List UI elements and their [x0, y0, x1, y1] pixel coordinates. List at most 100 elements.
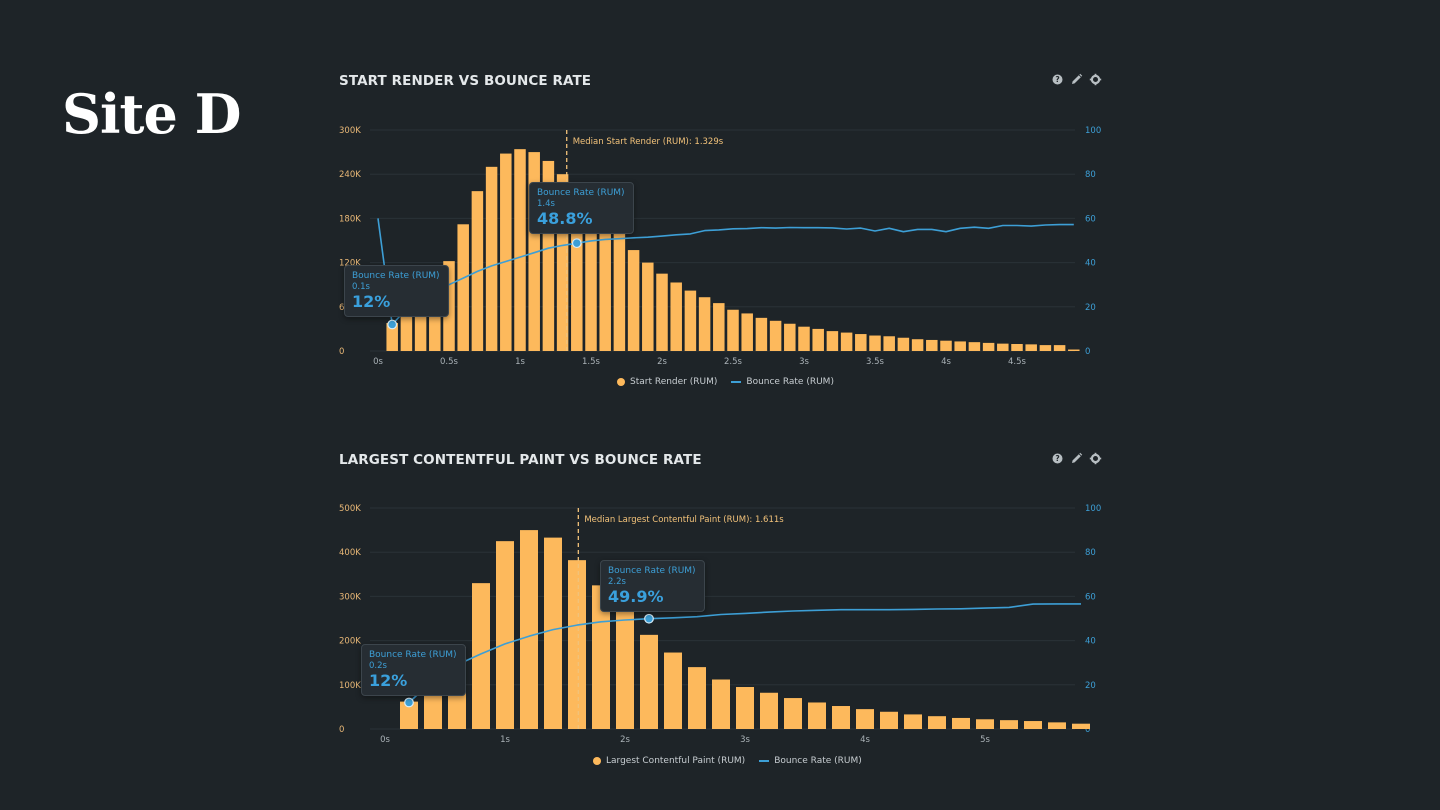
chart-legend: Start Render (RUM) Bounce Rate (RUM): [617, 377, 834, 387]
bar[interactable]: [400, 312, 413, 351]
bar[interactable]: [670, 282, 682, 351]
bar[interactable]: [832, 706, 850, 729]
bar[interactable]: [542, 160, 555, 351]
bar[interactable]: [496, 541, 514, 729]
tooltip-x: 2.2s: [608, 577, 626, 587]
legend-item-line[interactable]: Bounce Rate (RUM): [759, 756, 862, 766]
bar[interactable]: [568, 560, 586, 729]
y-left-tick-label: 180K: [339, 214, 361, 224]
bar[interactable]: [1068, 349, 1080, 351]
bar[interactable]: [656, 273, 668, 351]
edit-icon[interactable]: [1070, 452, 1083, 465]
bar[interactable]: [826, 331, 839, 351]
hover-point[interactable]: [571, 238, 582, 249]
bar[interactable]: [812, 328, 824, 351]
bar[interactable]: [500, 153, 512, 351]
bar[interactable]: [911, 339, 924, 351]
bar[interactable]: [712, 679, 730, 729]
bar[interactable]: [1024, 721, 1042, 729]
bar[interactable]: [727, 309, 739, 351]
bar[interactable]: [684, 290, 697, 351]
bar[interactable]: [897, 337, 910, 351]
bar[interactable]: [688, 667, 706, 729]
bar[interactable]: [904, 714, 922, 729]
bar[interactable]: [1048, 722, 1066, 729]
hover-point[interactable]: [387, 319, 398, 330]
bar[interactable]: [472, 583, 490, 729]
hover-point[interactable]: [644, 613, 654, 624]
bar[interactable]: [1000, 720, 1018, 729]
bar[interactable]: [1039, 345, 1052, 351]
bounce-rate-line[interactable]: [408, 603, 1081, 704]
bar[interactable]: [952, 717, 970, 729]
chart-panel-start-render: START RENDER VS BOUNCE RATE ? 060K120K18…: [330, 73, 1110, 403]
bar[interactable]: [544, 537, 562, 729]
bar[interactable]: [1011, 344, 1023, 351]
settings-icon[interactable]: [1089, 73, 1102, 86]
bar[interactable]: [736, 687, 754, 729]
bar[interactable]: [599, 218, 611, 351]
legend-item-bar[interactable]: Largest Contentful Paint (RUM): [593, 756, 745, 766]
bar[interactable]: [883, 336, 895, 351]
bar[interactable]: [571, 190, 583, 351]
bar[interactable]: [982, 342, 995, 351]
bar[interactable]: [664, 652, 682, 729]
bar[interactable]: [940, 340, 952, 351]
bar[interactable]: [840, 332, 853, 351]
bar[interactable]: [698, 297, 711, 351]
bar[interactable]: [1072, 723, 1090, 729]
settings-icon[interactable]: [1089, 452, 1102, 465]
legend-item-bar[interactable]: Start Render (RUM): [617, 377, 717, 387]
bar[interactable]: [642, 262, 654, 351]
bar[interactable]: [485, 166, 498, 351]
bar[interactable]: [528, 152, 540, 351]
bar[interactable]: [997, 343, 1009, 351]
legend-item-line[interactable]: Bounce Rate (RUM): [731, 377, 834, 387]
bar[interactable]: [400, 701, 418, 729]
bar[interactable]: [613, 233, 626, 351]
bar[interactable]: [429, 283, 441, 351]
bar[interactable]: [769, 320, 782, 351]
bar[interactable]: [457, 224, 469, 351]
bar[interactable]: [585, 202, 597, 351]
bounce-rate-line[interactable]: [377, 218, 1074, 326]
bar[interactable]: [968, 342, 981, 351]
tooltip-bounce-rate: Bounce Rate (RUM) 1.4s 48.8%: [529, 182, 634, 234]
legend-dot-icon: [617, 378, 625, 386]
bar[interactable]: [869, 335, 881, 351]
bar[interactable]: [713, 303, 725, 351]
bar[interactable]: [798, 326, 810, 351]
bar[interactable]: [976, 719, 994, 729]
hover-point[interactable]: [404, 697, 414, 708]
bar[interactable]: [741, 313, 753, 351]
bar[interactable]: [926, 339, 938, 351]
bar[interactable]: [928, 716, 946, 729]
bar[interactable]: [784, 698, 802, 729]
y-left-tick-label: 0: [339, 347, 344, 357]
edit-icon[interactable]: [1070, 73, 1083, 86]
bar[interactable]: [616, 611, 634, 729]
help-icon[interactable]: ?: [1051, 73, 1064, 86]
bar[interactable]: [954, 341, 966, 351]
bar[interactable]: [627, 250, 640, 351]
x-tick-label: 0s: [373, 357, 383, 367]
bar[interactable]: [855, 334, 867, 351]
bar[interactable]: [880, 711, 898, 729]
bar[interactable]: [443, 261, 455, 351]
x-tick-label: 1s: [515, 357, 525, 367]
bar[interactable]: [520, 530, 538, 729]
bar[interactable]: [414, 304, 427, 351]
bar[interactable]: [856, 709, 874, 729]
bar[interactable]: [1025, 344, 1037, 351]
bar[interactable]: [784, 323, 796, 351]
bar[interactable]: [514, 149, 526, 351]
bar[interactable]: [760, 692, 778, 729]
y-left-tick-label: 500K: [339, 504, 361, 514]
bar[interactable]: [1053, 345, 1066, 351]
bar[interactable]: [386, 323, 398, 351]
bar[interactable]: [640, 634, 658, 729]
bar[interactable]: [755, 317, 768, 351]
help-icon[interactable]: ?: [1051, 452, 1064, 465]
bar[interactable]: [556, 174, 569, 351]
bar[interactable]: [808, 702, 826, 729]
